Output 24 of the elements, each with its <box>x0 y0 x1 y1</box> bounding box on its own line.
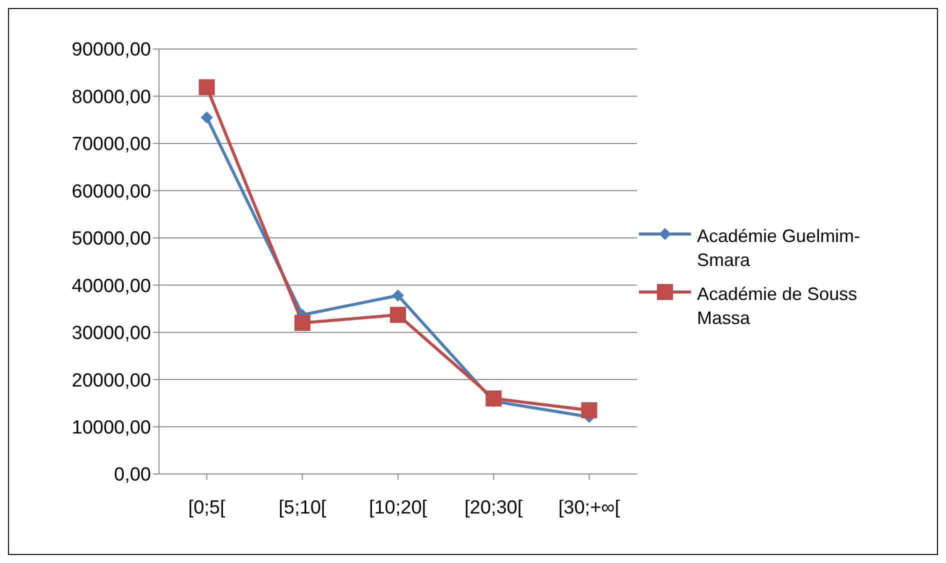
point <box>486 390 502 406</box>
y-tick-label: 30000,00 <box>72 323 151 344</box>
y-tick-label: 80000,00 <box>72 86 151 108</box>
x-tick-label: [20;30[ <box>464 497 524 518</box>
legend-label: Académie Guelmim-Smara <box>697 224 862 272</box>
point <box>198 79 215 96</box>
y-tick-label: 10000,00 <box>72 418 151 439</box>
y-tick-label: 20000,00 <box>72 370 151 392</box>
x-tick-label: [5;10[ <box>278 497 327 518</box>
point <box>581 402 598 418</box>
x-tick-label: [10;20[ <box>368 497 428 518</box>
point <box>390 306 406 323</box>
point <box>200 111 213 124</box>
y-tick-label: 60000,00 <box>72 181 151 202</box>
x-tick-label: [30;+∞[ <box>558 497 621 518</box>
y-tick-label: 70000,00 <box>72 134 151 156</box>
y-tick-label: 90000,00 <box>72 40 151 61</box>
y-tick-label: 50000,00 <box>72 228 151 250</box>
point <box>294 314 310 331</box>
point <box>392 290 404 302</box>
legend-label: Académie de Souss Massa <box>697 282 858 330</box>
x-tick-label: [0;5[ <box>188 497 226 518</box>
y-tick-label: 0,00 <box>114 464 151 486</box>
y-tick-label: 40000,00 <box>72 276 151 297</box>
